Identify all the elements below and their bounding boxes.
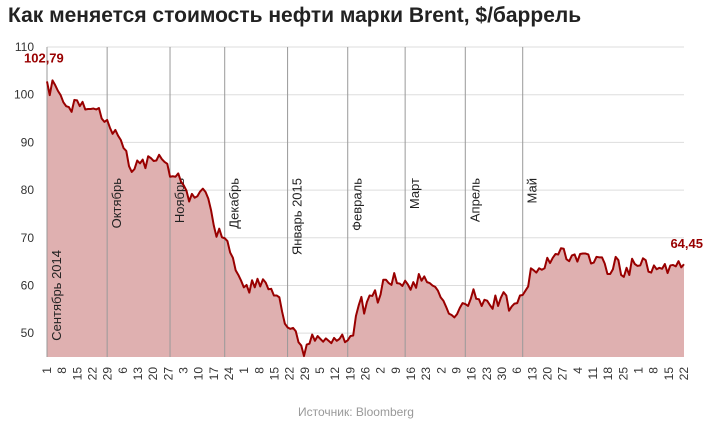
x-tick-label: 9 bbox=[450, 367, 464, 374]
price-line-group bbox=[46, 79, 685, 358]
x-tick-label: 15 bbox=[268, 367, 282, 381]
price-area-fill bbox=[47, 80, 684, 357]
x-tick-label: 22 bbox=[677, 367, 691, 381]
x-tick-label: 17 bbox=[207, 367, 221, 381]
y-tick-label: 60 bbox=[21, 278, 35, 292]
y-tick-label: 90 bbox=[21, 135, 35, 149]
x-tick-label: 16 bbox=[404, 367, 418, 381]
x-tick-label: 2 bbox=[374, 367, 388, 374]
x-axis-ticks: 1 8 15 22 29 6 13 20 27 3 10 17 24 1 8 15 22 29 5 12 19 26 2 9 1… bbox=[40, 367, 691, 381]
x-tick-label: 30 bbox=[495, 367, 509, 381]
y-tick-label: 110 bbox=[15, 40, 34, 54]
x-tick-label: 8 bbox=[252, 367, 266, 374]
x-tick-label: 22 bbox=[283, 367, 297, 381]
x-tick-label: 6 bbox=[510, 367, 524, 374]
price-line bbox=[46, 79, 685, 358]
x-tick-label: 27 bbox=[161, 367, 175, 381]
first-value-label: 102,79 bbox=[24, 50, 64, 65]
x-tick-label: 18 bbox=[601, 367, 615, 381]
x-tick-label: 8 bbox=[647, 367, 661, 374]
x-tick-label: 10 bbox=[192, 367, 206, 381]
x-tick-label: 13 bbox=[525, 367, 539, 381]
x-tick-label: 22 bbox=[86, 367, 100, 381]
chart-title: Как меняется стоимость нефти марки Brent… bbox=[8, 4, 582, 27]
x-tick-label: 23 bbox=[419, 367, 433, 381]
month-label: Сентябрь 2014 bbox=[49, 250, 64, 341]
last-value-label: 64,45 bbox=[670, 236, 703, 251]
x-tick-label: 12 bbox=[328, 367, 342, 381]
y-axis-ticks: 50 60 70 80 90 100 110 bbox=[14, 40, 34, 340]
x-tick-label: 8 bbox=[55, 367, 69, 374]
month-label: Октябрь bbox=[109, 178, 124, 229]
y-tick-label: 50 bbox=[21, 326, 35, 340]
x-tick-label: 1 bbox=[237, 367, 251, 374]
month-markers: Сентябрь 2014 Октябрь Ноябрь Декабрь Январь … bbox=[46, 47, 540, 357]
x-tick-label: 6 bbox=[116, 367, 130, 374]
y-tick-label: 80 bbox=[21, 183, 35, 197]
x-tick-label: 20 bbox=[146, 367, 160, 381]
x-tick-label: 5 bbox=[313, 367, 327, 374]
x-tick-label: 1 bbox=[40, 367, 54, 374]
x-tick-label: 16 bbox=[465, 367, 479, 381]
x-tick-label: 27 bbox=[556, 367, 570, 381]
month-label: Март bbox=[407, 178, 422, 209]
x-tick-label: 19 bbox=[343, 367, 357, 381]
x-tick-label: 26 bbox=[359, 367, 373, 381]
y-tick-label: 100 bbox=[14, 88, 34, 102]
x-tick-label: 29 bbox=[298, 367, 312, 381]
x-tick-label: 4 bbox=[571, 367, 585, 374]
x-tick-label: 3 bbox=[177, 367, 191, 374]
month-label: Февраль bbox=[350, 178, 365, 231]
month-label: Декабрь bbox=[227, 178, 242, 229]
month-label: Апрель bbox=[467, 178, 482, 222]
y-tick-label: 70 bbox=[21, 231, 35, 245]
x-tick-label: 24 bbox=[222, 367, 236, 381]
chart-source: Источник: Bloomberg bbox=[298, 405, 414, 419]
x-tick-label: 11 bbox=[586, 367, 600, 380]
value-labels: 102,79 64,45 bbox=[24, 50, 703, 251]
x-tick-label: 23 bbox=[480, 367, 494, 381]
x-tick-label: 1 bbox=[632, 367, 646, 374]
month-label: Май bbox=[525, 178, 540, 203]
x-tick-label: 25 bbox=[616, 367, 630, 381]
x-tick-label: 13 bbox=[131, 367, 145, 381]
x-tick-label: 15 bbox=[662, 367, 676, 381]
x-tick-label: 20 bbox=[541, 367, 555, 381]
x-tick-label: 2 bbox=[434, 367, 448, 374]
month-label: Январь 2015 bbox=[290, 178, 305, 255]
x-tick-label: 9 bbox=[389, 367, 403, 374]
x-tick-label: 29 bbox=[101, 367, 115, 381]
price-area bbox=[47, 80, 684, 357]
month-label: Ноябрь bbox=[172, 178, 187, 223]
x-tick-label: 15 bbox=[70, 367, 84, 381]
